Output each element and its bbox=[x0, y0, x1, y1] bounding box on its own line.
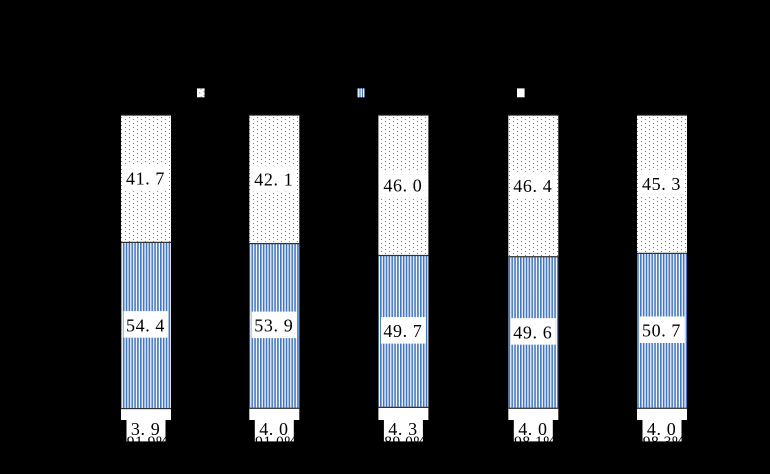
svg-text:45. 3: 45. 3 bbox=[642, 174, 681, 194]
svg-text:3. 9: 3. 9 bbox=[131, 419, 160, 439]
svg-text:49. 7: 49. 7 bbox=[383, 321, 422, 341]
svg-text:98.1%: 98.1% bbox=[514, 434, 557, 451]
svg-text:50. 7: 50. 7 bbox=[642, 321, 681, 341]
svg-text:46. 0: 46. 0 bbox=[383, 175, 422, 195]
svg-text:91.9%: 91.9% bbox=[127, 434, 170, 451]
svg-text:54. 4: 54. 4 bbox=[126, 315, 165, 335]
svg-text:89.0%: 89.0% bbox=[384, 434, 427, 451]
svg-text:91.0%: 91.0% bbox=[255, 434, 298, 451]
svg-text:4. 0: 4. 0 bbox=[518, 419, 547, 439]
svg-text:4. 0: 4. 0 bbox=[647, 419, 676, 439]
svg-text:4. 0: 4. 0 bbox=[259, 419, 288, 439]
svg-text:53. 9: 53. 9 bbox=[254, 316, 293, 336]
svg-text:98.3%: 98.3% bbox=[643, 434, 686, 451]
svg-text:49. 6: 49. 6 bbox=[513, 322, 552, 342]
svg-text:41. 7: 41. 7 bbox=[126, 169, 165, 189]
svg-text:46. 4: 46. 4 bbox=[513, 176, 552, 196]
svg-text:4. 3: 4. 3 bbox=[388, 419, 417, 439]
svg-text:42. 1: 42. 1 bbox=[254, 169, 293, 189]
